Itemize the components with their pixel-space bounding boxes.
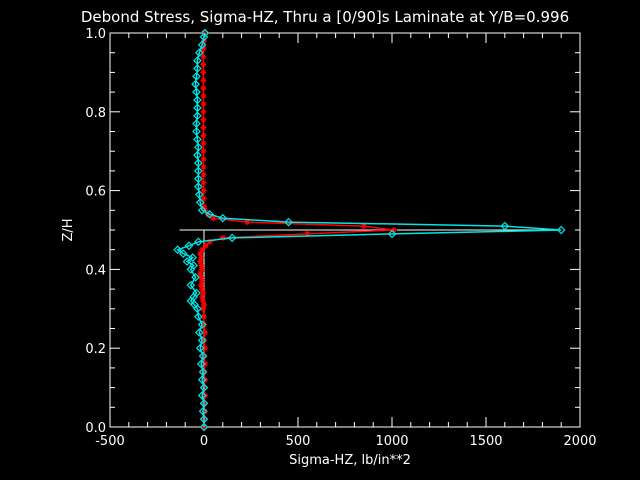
series-1-point: [194, 237, 203, 247]
series-1-point: [193, 64, 202, 73]
series-1-point: [200, 28, 210, 38]
series-1-point: [182, 257, 192, 266]
series-0-point: [200, 69, 207, 76]
series-1-point: [193, 56, 202, 65]
series-1-point: [199, 383, 209, 392]
series-1-point: [199, 399, 209, 408]
data-series: [173, 28, 566, 432]
series-1-point: [227, 233, 237, 243]
series-1-point: [194, 48, 204, 58]
x-tick-label: 0: [200, 434, 208, 449]
series-0-point: [200, 108, 207, 115]
series-1-point: [191, 272, 200, 282]
series-1-point: [194, 142, 203, 152]
series-0-point: [200, 85, 207, 92]
series-0-point: [200, 171, 207, 178]
series-1-point: [193, 103, 202, 113]
y-tick-label: 0.6: [85, 185, 106, 200]
series-1-point: [193, 111, 202, 121]
series-1-point: [194, 166, 203, 176]
y-tick-label: 0.8: [85, 106, 106, 121]
y-tick-label: 0.2: [85, 342, 106, 357]
y-tick-label: 0.4: [85, 263, 106, 278]
series-1-point: [195, 343, 205, 353]
series-0-point: [200, 132, 207, 139]
series-1-point: [191, 79, 200, 89]
series-0-point: [200, 140, 207, 147]
series-0-point: [201, 329, 208, 336]
series-1-point: [197, 40, 207, 50]
chart-title: Debond Stress, Sigma-HZ, Thru a [0/90]s …: [81, 8, 569, 26]
series-1-point: [387, 229, 397, 239]
series-1-point: [195, 198, 205, 207]
series-1-point: [284, 217, 293, 227]
series-1-point: [186, 280, 196, 290]
series-1-point: [194, 328, 204, 337]
series-1-point: [178, 249, 188, 258]
series-1-line: [176, 32, 562, 427]
series-1-point: [197, 320, 207, 329]
series-0-point: [200, 77, 207, 84]
x-tick-label: -500: [95, 434, 125, 449]
series-0-point: [200, 116, 207, 123]
series-1-point: [193, 304, 202, 314]
series-1-point: [192, 87, 201, 97]
series-1-point: [218, 213, 228, 223]
series-0-point: [200, 124, 207, 131]
series-1-point: [173, 245, 183, 255]
series-1-point: [500, 221, 510, 231]
series-1-point: [186, 265, 196, 274]
series-1-point: [188, 253, 198, 262]
series-1-point: [198, 406, 208, 416]
x-tick-label: 1000: [375, 434, 408, 449]
series-1-point: [192, 127, 201, 136]
series-1-point: [197, 375, 207, 385]
series-1-point: [197, 391, 207, 400]
series-0-point: [200, 45, 207, 52]
series-1-point: [194, 312, 203, 322]
series-0-point: [200, 100, 207, 107]
series-1-point: [198, 367, 208, 377]
series-1-point: [194, 174, 203, 184]
series-0-point: [210, 215, 217, 222]
x-tick-label: 2000: [563, 434, 596, 449]
series-1-point: [199, 422, 209, 432]
series-0-point: [200, 179, 207, 186]
series-1-point: [197, 205, 207, 215]
series-0-point: [200, 156, 207, 163]
series-0-point: [200, 195, 207, 202]
series-1-point: [199, 414, 209, 424]
series-1-point: [192, 71, 201, 81]
series-0-point: [200, 61, 207, 68]
series-1-point: [193, 150, 202, 160]
series-0-point: [200, 187, 207, 194]
series-1-point: [194, 190, 204, 199]
series-0-point: [200, 93, 207, 100]
x-tick-label: 500: [286, 434, 311, 449]
series-0-point: [199, 286, 206, 293]
series-1-point: [184, 241, 194, 251]
series-1-point: [205, 209, 214, 219]
series-1-point: [199, 32, 209, 42]
y-tick-label: 0.0: [85, 421, 106, 436]
series-1-point: [192, 119, 201, 128]
y-tick-label: 1.0: [85, 27, 106, 42]
series-1-point: [194, 158, 203, 168]
series-1-point: [197, 335, 207, 345]
series-0-point: [202, 242, 209, 249]
series-0-point: [200, 53, 207, 60]
series-1-point: [194, 182, 203, 192]
y-axis-label: Z/H: [61, 218, 76, 241]
series-0-point: [200, 163, 207, 170]
series-1-point: [196, 359, 206, 369]
series-1-point: [193, 135, 202, 144]
series-1-point: [198, 351, 208, 361]
x-tick-label: 1500: [469, 434, 502, 449]
series-1-point: [556, 225, 566, 235]
x-axis-label: Sigma-HZ, lb/in**2: [289, 453, 411, 468]
series-0-point: [200, 148, 207, 155]
series-1-point: [193, 95, 202, 105]
